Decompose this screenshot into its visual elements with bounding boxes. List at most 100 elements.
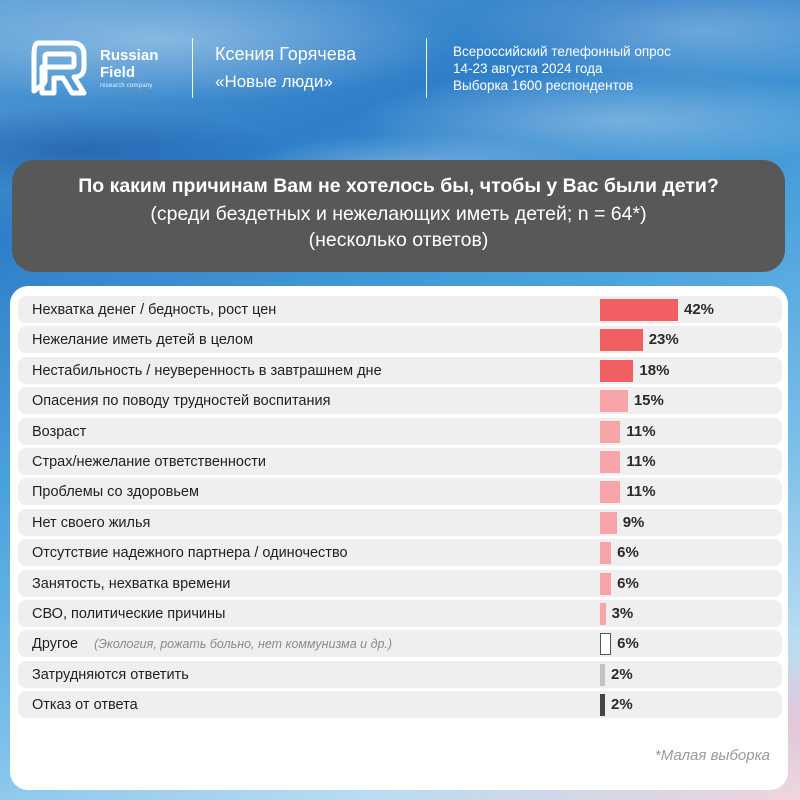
value-label: 3% <box>611 604 634 622</box>
category-label: Нежелание иметь детей в целом <box>32 325 253 355</box>
row-background <box>18 508 782 536</box>
chart-row: Нестабильность / неуверенность в завтраш… <box>18 356 791 386</box>
brand-line2: Field <box>100 64 136 81</box>
row-background <box>18 599 782 627</box>
value-label: 11% <box>626 422 656 440</box>
survey-info: Всероссийский телефонный опрос 14-23 авг… <box>453 43 671 94</box>
category-label: Отказ от ответа <box>32 690 138 720</box>
category-label: Нет своего жилья <box>32 508 150 538</box>
category-text: Отсутствие надежного партнера / одиночес… <box>32 545 348 562</box>
footnote: *Малая выборка <box>654 747 770 764</box>
row-background <box>18 417 782 445</box>
category-text: Отказ от ответа <box>32 697 138 714</box>
value-label: 15% <box>633 392 664 410</box>
survey-line-2: 14-23 августа 2024 года <box>453 60 603 76</box>
value-label: 6% <box>617 574 639 592</box>
bar <box>600 542 612 565</box>
category-label: Отсутствие надежного партнера / одиночес… <box>32 538 348 568</box>
bar <box>600 450 621 473</box>
row-background <box>18 539 782 567</box>
bar <box>600 633 612 656</box>
value-label: 42% <box>684 301 715 318</box>
chart-row: Опасения по поводу трудностей воспитания… <box>18 386 791 416</box>
value-label: 11% <box>626 483 656 501</box>
chart-row: Проблемы со здоровьем 11% <box>18 477 791 507</box>
header-divider <box>426 38 427 98</box>
value-label: 11% <box>626 452 656 470</box>
category-label: Нестабильность / неуверенность в завтраш… <box>32 356 382 386</box>
value-label: 2% <box>611 665 633 683</box>
category-text: СВО, политические причины <box>32 605 226 622</box>
category-label: Опасения по поводу трудностей воспитания <box>32 386 330 416</box>
category-label: Затрудняются ответить <box>32 660 189 690</box>
category-label: Возраст <box>32 417 86 447</box>
bar <box>600 390 628 413</box>
chart-row: Отсутствие надежного партнера / одиночес… <box>18 538 791 568</box>
category-label: Проблемы со здоровьем <box>32 477 199 507</box>
category-text: Нежелание иметь детей в целом <box>32 332 254 349</box>
chart-row: Затрудняются ответить 2% <box>18 660 791 690</box>
category-label: СВО, политические причины <box>32 599 225 629</box>
chart-row: Нет своего жилья 9% <box>18 508 791 538</box>
category-label: Страх/нежелание ответственности <box>32 447 266 477</box>
value-label: 2% <box>611 696 633 714</box>
category-text: Затрудняются ответить <box>32 666 189 683</box>
header: Russian Field research company Ксения Го… <box>28 28 780 108</box>
bar <box>600 694 605 717</box>
author-name: Ксения Горячева <box>215 44 357 64</box>
row-background <box>18 326 782 354</box>
chart-row: Отказ от ответа 2% <box>18 690 791 720</box>
chart-row: Занятость, нехватка времени 6% <box>18 569 791 599</box>
chart-row: Нехватка денег / бедность, рост цен 42% <box>18 295 791 325</box>
category-note: (Экология, рожать больно, нет коммунизма… <box>94 637 393 652</box>
bar <box>600 481 621 504</box>
category-text: Нехватка денег / бедность, рост цен <box>32 302 277 318</box>
header-divider <box>192 38 193 98</box>
category-text: Страх/нежелание ответственности <box>32 453 266 470</box>
bar <box>600 299 678 321</box>
survey-line-1: Всероссийский телефонный опрос <box>453 43 671 59</box>
value-label: 9% <box>622 513 645 531</box>
category-text: Возраст <box>32 423 87 440</box>
category-label: Другое (Экология, рожать больно, нет комм… <box>32 629 392 659</box>
value-label: 23% <box>648 331 679 349</box>
row-background <box>18 447 782 475</box>
row-background <box>18 630 782 658</box>
row-background <box>18 356 782 384</box>
bar <box>600 511 617 534</box>
category-text: Опасения по поводу трудностей воспитания <box>32 393 331 410</box>
category-text: Нет своего жилья <box>32 514 151 531</box>
category-text: Другое <box>32 636 79 653</box>
author-party: «Новые люди» <box>215 72 333 91</box>
chart-row: Другое (Экология, рожать больно, нет комм… <box>18 629 791 659</box>
category-text: Занятость, нехватка времени <box>32 575 231 592</box>
bar-chart: Нехватка денег / бедность, рост цен 42% Не… <box>18 295 791 720</box>
category-text: Нестабильность / неуверенность в завтраш… <box>32 362 382 379</box>
question-panel: По каким причинам Вам не хотелось бы, чт… <box>12 160 785 272</box>
category-label: Занятость, нехватка времени <box>32 569 230 599</box>
rf-logo-icon <box>31 40 87 96</box>
chart-panel: Нехватка денег / бедность, рост цен 42% Не… <box>10 286 788 790</box>
category-text: Проблемы со здоровьем <box>32 484 199 501</box>
bar <box>600 602 606 625</box>
russian-field-logo: Russian Field research company <box>28 37 198 99</box>
row-background <box>18 478 782 506</box>
brand-subtitle: research company <box>100 83 153 89</box>
bar <box>600 663 605 686</box>
value-label: 6% <box>617 544 639 562</box>
question-subtitle: (среди бездетных и нежелающих иметь дете… <box>150 203 647 225</box>
bar <box>600 420 621 443</box>
row-background <box>18 569 782 597</box>
category-label: Нехватка денег / бедность, рост цен <box>32 295 276 325</box>
question-note: (несколько ответов) <box>308 229 489 251</box>
chart-row: СВО, политические причины 3% <box>18 599 791 629</box>
brand-line1: Russian <box>100 47 159 64</box>
bar <box>600 359 634 382</box>
survey-line-3: Выборка 1600 респондентов <box>453 77 634 93</box>
row-background <box>18 691 782 719</box>
value-label: 18% <box>639 361 670 379</box>
question-title: По каким причинам Вам не хотелось бы, чт… <box>78 175 719 197</box>
bar <box>600 329 643 352</box>
value-label: 6% <box>617 635 639 653</box>
row-background <box>18 660 782 688</box>
